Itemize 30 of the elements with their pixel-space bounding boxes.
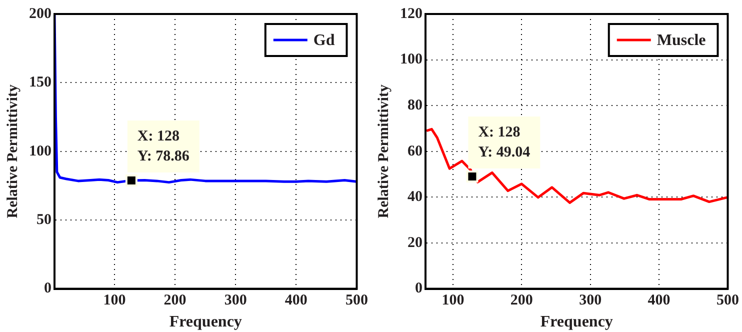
y-tick-label: 100 [29, 143, 52, 160]
y-tick-label: 0 [415, 280, 422, 297]
y-tick-label: 0 [44, 280, 52, 297]
x-axis-title: Frequency [540, 314, 613, 331]
legend-label: Gd [313, 32, 335, 50]
x-tick-label: 200 [164, 292, 186, 309]
x-tick-label: 400 [648, 292, 670, 309]
x-axis-title: Frequency [169, 314, 242, 331]
y-tick-label: 200 [29, 6, 52, 22]
y-tick-label: 40 [408, 189, 422, 206]
y-tick-label: 20 [408, 234, 422, 251]
x-tick-label: 200 [510, 292, 533, 309]
x-tick-label: 300 [224, 292, 247, 309]
y-tick-label: 50 [36, 212, 52, 228]
x-tick-label: 100 [442, 292, 464, 309]
y-tick-label: 150 [29, 74, 52, 91]
x-tick-label: 500 [346, 292, 368, 309]
x-tick-label: 100 [103, 292, 126, 309]
x-tick-label: 500 [716, 292, 739, 309]
annotation: X: 128 Y: 49.04 [478, 124, 531, 160]
x-tick-label: 300 [579, 292, 602, 309]
y-tick-label: 100 [400, 52, 422, 68]
legend-label: Muscle [656, 32, 706, 50]
y-tick-label: 80 [408, 97, 422, 114]
y-tick-label: 120 [400, 6, 422, 22]
x-tick-label: 400 [284, 292, 308, 309]
annotation: X: 128 Y: 78.86 [137, 128, 190, 164]
y-axis-title: Relative Permittivity [4, 84, 21, 218]
y-tick-label: 60 [408, 143, 422, 160]
y-axis-title: Relative Permittivity [376, 84, 392, 218]
